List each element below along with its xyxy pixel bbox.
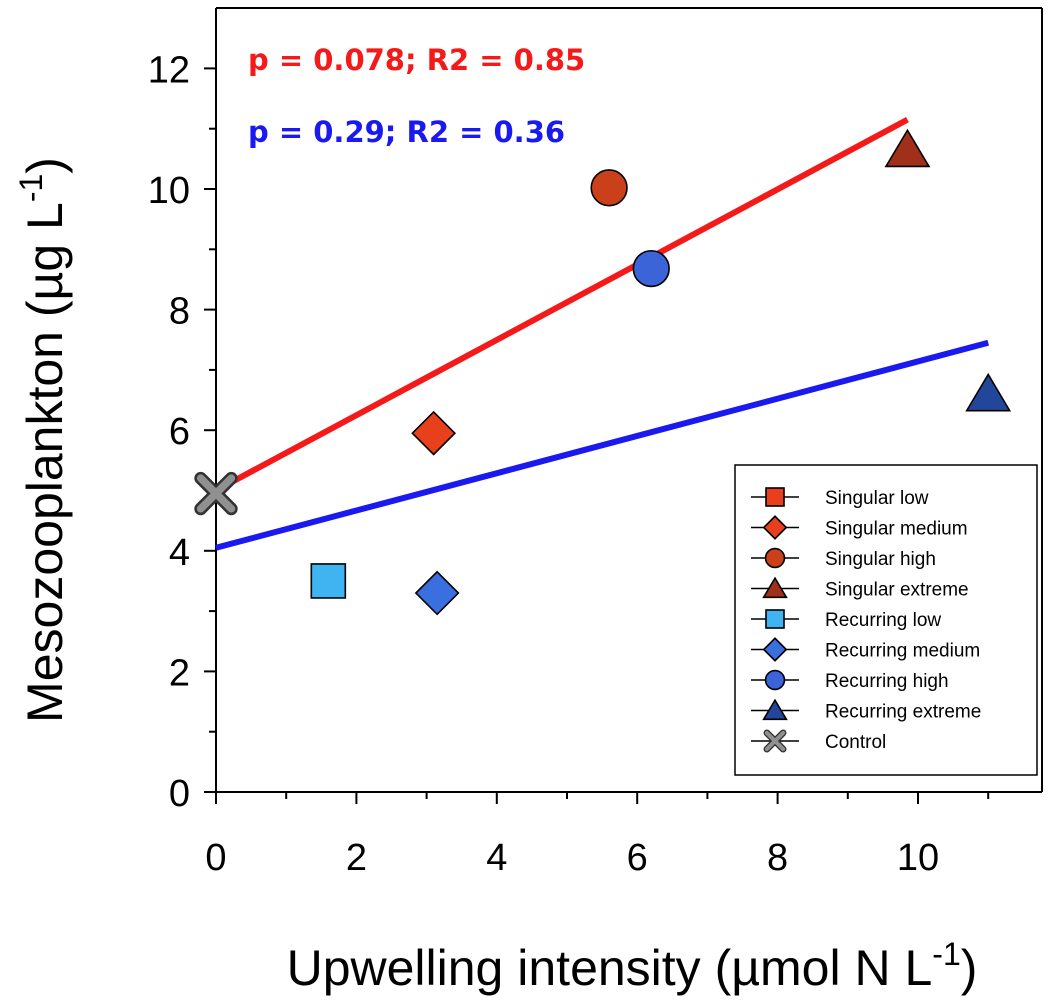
y-tick-label: 12: [148, 49, 190, 91]
x-tick-label: 0: [205, 837, 226, 879]
y-tick-label: 6: [169, 411, 190, 453]
x-marker-stroke: [764, 730, 786, 752]
legend-label-singular-low: Singular low: [825, 488, 929, 509]
legend-label-singular-high: Singular high: [825, 549, 936, 570]
legend-label-singular-medium: Singular medium: [825, 519, 968, 540]
legend-label-singular-extreme: Singular extreme: [825, 580, 969, 601]
data-points: [194, 128, 1012, 616]
legend-marker-singular-low: [765, 487, 785, 507]
y-tick-label: 8: [169, 291, 190, 333]
regression-lines: [214, 117, 989, 551]
legend-label-control: Control: [825, 732, 886, 753]
x-tick-label: 10: [897, 837, 939, 879]
legend-box: [734, 464, 1038, 776]
legend-label-recurring-medium: Recurring medium: [825, 641, 980, 662]
legend-label-recurring-low: Recurring low: [825, 610, 941, 631]
y-tick-label: 10: [148, 170, 190, 212]
y-tick-label: 0: [169, 773, 190, 815]
singular-fit-stats: p = 0.078; R2 = 0.85: [248, 43, 585, 77]
point-recurring-high: [632, 249, 670, 288]
legend-marker-control: [763, 729, 787, 753]
point-control: [194, 471, 238, 516]
point-recurring-low: [310, 563, 347, 599]
x-marker-stroke: [196, 474, 236, 513]
legend-marker-recurring-low: [765, 609, 785, 629]
legend-marker-recurring-extreme: [762, 698, 788, 721]
recurring-fit-stats: p = 0.29; R2 = 0.36: [248, 115, 565, 149]
x-tick-label: 6: [627, 837, 648, 879]
legend-marker-singular-medium: [762, 515, 788, 540]
svg-text:Upwelling intensity (µmol N L-: Upwelling intensity (µmol N L-1): [287, 936, 978, 996]
x-tick-label: 4: [486, 837, 507, 879]
y-tick-label: 2: [169, 652, 190, 694]
x-tick-label: 2: [346, 837, 367, 879]
recurring-fit-line: [215, 339, 989, 551]
legend-label-recurring-high: Recurring high: [825, 671, 949, 692]
point-recurring-medium: [414, 570, 460, 616]
legend: Singular low Singular medium Singular high…: [734, 464, 1038, 776]
y-tick-label: 4: [169, 532, 190, 574]
legend-marker-singular-high: [764, 547, 786, 569]
legend-label-recurring-extreme: Recurring extreme: [825, 702, 981, 723]
x-tick-label: 8: [767, 837, 788, 879]
svg-text:Mesozooplankton (µg L-1): Mesozooplankton (µg L-1): [13, 157, 73, 723]
point-singular-high: [590, 169, 628, 207]
y-axis-title: Mesozooplankton (µg L-1): [13, 157, 73, 723]
axes: 0 2 4 6 8 10 0 2 4 6 8 10 12: [148, 7, 1043, 879]
legend-marker-recurring-high: [764, 669, 786, 691]
point-recurring-extreme: [965, 372, 1012, 412]
legend-marker-recurring-medium: [762, 637, 788, 662]
point-singular-medium: [411, 410, 457, 456]
x-axis-title: Upwelling intensity (µmol N L-1): [287, 936, 978, 996]
point-singular-extreme: [884, 128, 931, 168]
singular-fit-line: [214, 117, 909, 494]
legend-marker-singular-extreme: [762, 576, 788, 599]
